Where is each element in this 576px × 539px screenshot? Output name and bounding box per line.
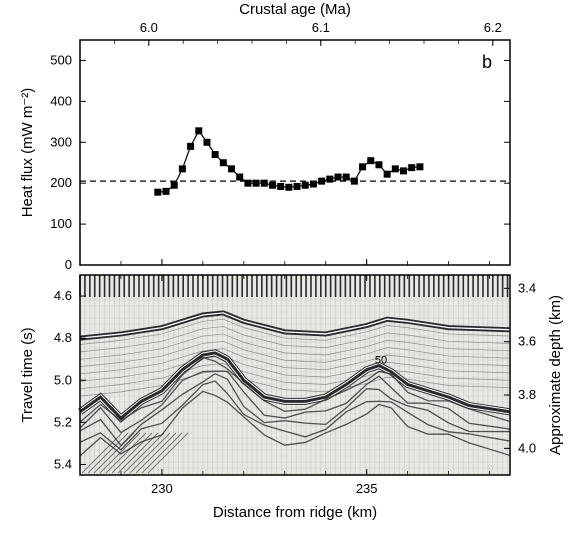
heatflux-marker bbox=[179, 165, 186, 172]
distance-tick-label: 235 bbox=[356, 481, 378, 496]
heatflux-marker bbox=[384, 171, 391, 178]
heatflux-tick-label: 100 bbox=[50, 216, 72, 231]
heatflux-marker bbox=[310, 181, 317, 188]
heatflux-marker bbox=[343, 174, 350, 181]
traveltime-tick-label: 5.0 bbox=[54, 372, 72, 387]
heatflux-marker bbox=[171, 182, 178, 189]
heatflux-marker bbox=[294, 183, 301, 190]
heatflux-tick-label: 500 bbox=[50, 52, 72, 67]
heatflux-marker bbox=[187, 143, 194, 150]
distance-tick-label: 230 bbox=[151, 481, 173, 496]
heatflux-marker bbox=[326, 176, 333, 183]
heatflux-marker bbox=[269, 182, 276, 189]
heatflux-marker bbox=[302, 182, 309, 189]
heatflux-marker bbox=[400, 167, 407, 174]
top-axis-tick-label: 6.2 bbox=[484, 20, 502, 35]
heatflux-tick-label: 400 bbox=[50, 93, 72, 108]
heatflux-marker bbox=[351, 178, 358, 185]
seismic-bg bbox=[80, 275, 510, 475]
heatflux-tick-label: 300 bbox=[50, 134, 72, 149]
heatflux-marker bbox=[375, 161, 382, 168]
heatflux-marker bbox=[228, 165, 235, 172]
heatflux-marker bbox=[392, 165, 399, 172]
depth-tick-label: 3.6 bbox=[518, 334, 536, 349]
heatflux-marker bbox=[236, 174, 243, 181]
distance-axis-label: Distance from ridge (km) bbox=[213, 504, 377, 521]
heatflux-tick-label: 0 bbox=[65, 257, 72, 272]
heatflux-marker bbox=[212, 151, 219, 158]
heatflux-marker bbox=[277, 183, 284, 190]
heatflux-marker bbox=[154, 189, 161, 196]
heatflux-marker bbox=[261, 180, 268, 187]
figure-svg: 6.0 6.1 6.2 Crustal age (Ma) 0 100 200 300 400 50… bbox=[0, 0, 576, 539]
traveltime-tick-label: 4.6 bbox=[54, 288, 72, 303]
heatflux-marker bbox=[408, 164, 415, 171]
heatflux-marker bbox=[163, 188, 170, 195]
panel-label: b bbox=[482, 52, 492, 72]
depth-tick-label: 3.4 bbox=[518, 280, 536, 295]
heatflux-marker bbox=[367, 157, 374, 164]
heatflux-marker bbox=[359, 163, 366, 170]
heatflux-axis-label: Heat flux (mW m⁻²) bbox=[19, 88, 36, 218]
heatflux-marker bbox=[416, 163, 423, 170]
heatflux-marker bbox=[195, 127, 202, 134]
heatflux-marker bbox=[285, 184, 292, 191]
traveltime-tick-label: 4.8 bbox=[54, 330, 72, 345]
annotation-50: 50 bbox=[375, 354, 387, 366]
depth-axis-label: Approximate depth (km) bbox=[547, 295, 564, 455]
traveltime-axis-label: Travel time (s) bbox=[19, 327, 36, 422]
traveltime-tick-label: 5.4 bbox=[54, 456, 72, 471]
heatflux-marker bbox=[318, 178, 325, 185]
heatflux-tick-label: 200 bbox=[50, 175, 72, 190]
top-axis-tick-label: 6.1 bbox=[312, 20, 330, 35]
heatflux-marker bbox=[244, 180, 251, 187]
traveltime-tick-label: 5.2 bbox=[54, 414, 72, 429]
top-axis-tick-label: 6.0 bbox=[140, 20, 158, 35]
heatflux-marker bbox=[253, 180, 260, 187]
depth-tick-label: 3.8 bbox=[518, 387, 536, 402]
heatflux-marker bbox=[203, 139, 210, 146]
figure-container: { "figure":{ "width":576,"height":539, "… bbox=[0, 0, 576, 539]
heatflux-marker bbox=[335, 174, 342, 181]
depth-tick-label: 4.0 bbox=[518, 440, 536, 455]
heatflux-marker bbox=[220, 159, 227, 166]
top-axis-label: Crustal age (Ma) bbox=[239, 1, 351, 18]
